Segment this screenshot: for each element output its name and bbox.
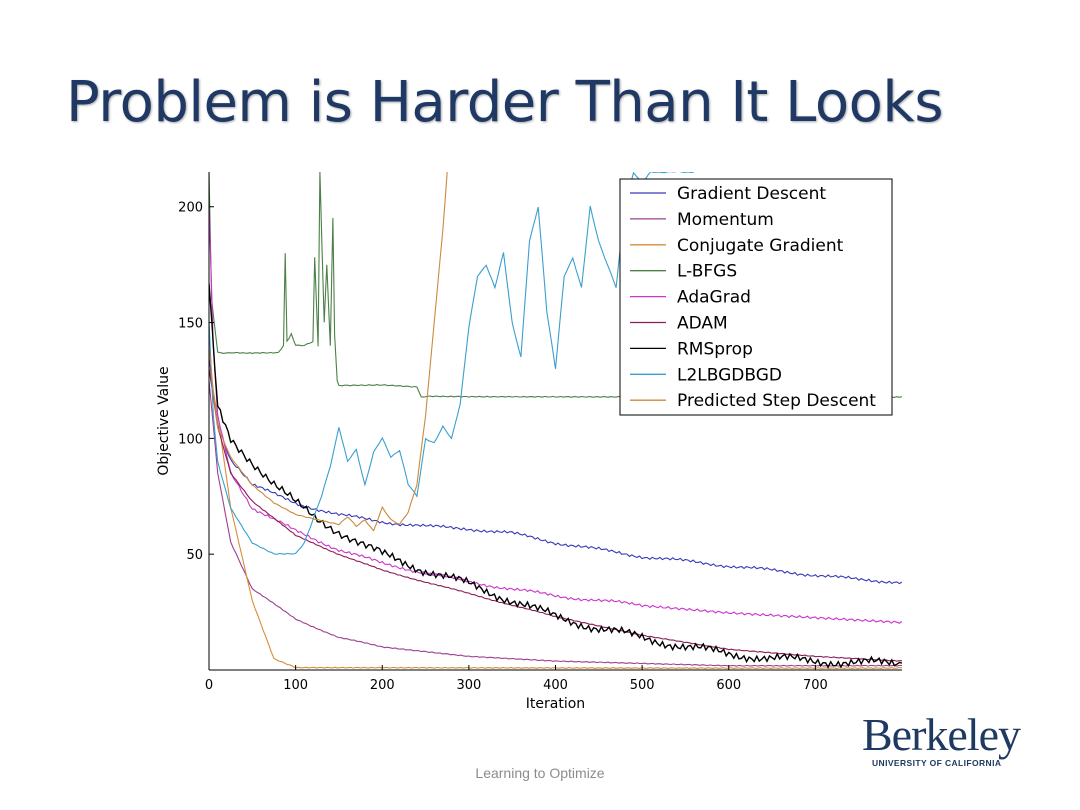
logo-subtitle: UNIVERSITY OF CALIFORNIA bbox=[872, 758, 1002, 768]
series-line bbox=[209, 206, 902, 624]
slide-title: Problem is Harder Than It Looks bbox=[66, 70, 944, 135]
series-line bbox=[209, 283, 902, 669]
legend-entry: Gradient Descent bbox=[677, 184, 826, 204]
series-line bbox=[209, 172, 448, 532]
x-tick-label: 100 bbox=[283, 678, 308, 693]
slide-footer: Learning to Optimize bbox=[475, 765, 605, 781]
y-tick-label: 50 bbox=[186, 548, 203, 563]
legend-entry: L-BFGS bbox=[677, 262, 737, 282]
legend-entry: Momentum bbox=[677, 210, 774, 230]
y-tick-label: 200 bbox=[178, 201, 203, 216]
legend-entry: L2LBGDBGD bbox=[677, 365, 782, 385]
legend-entry: Predicted Step Descent bbox=[677, 391, 876, 411]
legend-entry: AdaGrad bbox=[677, 288, 751, 308]
x-tick-label: 0 bbox=[205, 678, 213, 693]
x-tick-label: 500 bbox=[630, 678, 655, 693]
series-line bbox=[209, 172, 695, 555]
berkeley-logo: Berkeley UNIVERSITY OF CALIFORNIA bbox=[862, 709, 1032, 769]
logo-wordmark: Berkeley bbox=[862, 709, 1021, 760]
series-line bbox=[209, 357, 902, 585]
legend-entry: ADAM bbox=[677, 314, 728, 334]
x-tick-label: 200 bbox=[370, 678, 395, 693]
x-tick-label: 400 bbox=[543, 678, 568, 693]
y-axis-label: Objective Value bbox=[156, 366, 172, 475]
x-tick-label: 700 bbox=[803, 678, 828, 693]
y-tick-label: 100 bbox=[178, 432, 203, 447]
series-line bbox=[209, 380, 902, 667]
y-tick-label: 150 bbox=[178, 317, 203, 332]
line-chart: 0 100 200 300 400 500 600 700 50 100 150 200 Iterati… bbox=[156, 172, 902, 712]
series-line bbox=[209, 368, 902, 670]
x-tick-label: 300 bbox=[456, 678, 481, 693]
legend-entry: RMSprop bbox=[677, 339, 753, 359]
x-axis-label: Iteration bbox=[526, 696, 585, 712]
legend-entry: Conjugate Gradient bbox=[677, 236, 844, 256]
x-tick-label: 600 bbox=[716, 678, 741, 693]
